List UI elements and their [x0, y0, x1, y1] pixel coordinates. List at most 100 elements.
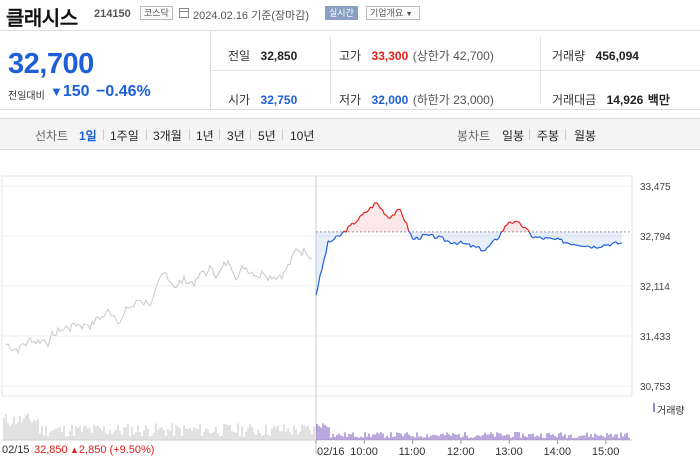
- price-line-segment: [401, 215, 406, 222]
- price-line-segment: [377, 204, 381, 209]
- price-line-segment: [617, 242, 621, 245]
- price-area-segment: [599, 231, 602, 248]
- price-area-segment: [537, 231, 540, 238]
- price-line-segment: [577, 244, 580, 247]
- stat-value: 33,300: [371, 49, 409, 63]
- price-line-segment: [555, 237, 558, 241]
- stat-trade-value: 거래대금 14,926 백만: [552, 91, 670, 109]
- realtime-button[interactable]: 실시간: [325, 6, 358, 20]
- price-chart[interactable]: 33,475 32,794 32,114 31,433 30,753 02/16 10:00…: [0, 150, 700, 460]
- tab-3y[interactable]: 3년: [227, 129, 245, 143]
- price-area-segment: [470, 231, 473, 248]
- x-tick-label: 11:00: [399, 446, 426, 458]
- price-line-segment: [341, 230, 345, 234]
- price-area-segment: [446, 231, 449, 242]
- price-line-segment: [490, 240, 494, 244]
- price-line-segment: [492, 238, 496, 242]
- chevron-down-icon: ▼: [405, 11, 413, 18]
- price-line-segment: [456, 242, 460, 246]
- price-area-segment: [348, 225, 351, 232]
- price-area-segment: [607, 231, 610, 247]
- price-area-segment: [338, 231, 341, 237]
- price-line-segment: [440, 235, 444, 238]
- price-line-segment: [436, 235, 440, 239]
- line-chart-label: 선차트: [35, 129, 69, 143]
- price-line-segment: [345, 226, 349, 233]
- price-area-segment: [390, 214, 393, 232]
- price-area-segment: [505, 224, 508, 232]
- price-area-segment: [535, 231, 538, 238]
- price-area-segment: [481, 231, 484, 251]
- x-tick-label: 14:00: [544, 446, 572, 458]
- price-line-segment: [476, 245, 480, 248]
- tab-divider: [189, 129, 190, 140]
- price-area-segment: [553, 231, 556, 240]
- price-line-segment: [524, 227, 528, 230]
- tab-daily-candle[interactable]: 일봉: [502, 129, 525, 143]
- x-tick-label: 13:00: [495, 446, 523, 458]
- price-line-segment: [611, 241, 615, 245]
- price-line-segment: [371, 203, 375, 209]
- tab-1d[interactable]: 1일: [79, 129, 97, 143]
- price-area-segment: [456, 231, 459, 245]
- tab-3m[interactable]: 3개월: [153, 129, 182, 143]
- price-line-segment: [355, 219, 359, 223]
- price-line-segment: [454, 242, 458, 245]
- upper-limit: (상한가 42,700): [412, 49, 494, 63]
- price-line-segment: [484, 247, 488, 251]
- price-line-segment: [508, 221, 512, 224]
- price-line-segment: [520, 225, 524, 229]
- price-area-segment: [601, 231, 604, 248]
- price-area-segment: [619, 231, 622, 244]
- price-line-segment: [528, 231, 532, 237]
- price-line-segment: [498, 231, 502, 238]
- price-area-segment: [581, 231, 584, 247]
- price-area-segment: [418, 231, 421, 240]
- price-line-segment: [384, 213, 387, 216]
- price-line-segment: [396, 208, 399, 211]
- stat-value: 32,000: [371, 93, 409, 107]
- stat-low: 저가 32,000 (하한가 23,000): [339, 91, 494, 109]
- price-area-segment: [511, 222, 514, 232]
- price-area-segment: [489, 231, 492, 247]
- price-line-segment: [603, 244, 607, 247]
- price-line-segment: [585, 245, 588, 248]
- price-area-segment: [464, 231, 467, 245]
- company-info-dropdown[interactable]: 기업개요 ▼: [366, 6, 420, 20]
- stat-unit: 백만: [647, 93, 670, 107]
- price-area-segment: [450, 231, 453, 244]
- price-line-segment: [399, 209, 404, 217]
- price-line-segment: [549, 237, 552, 240]
- price-line-segment: [533, 236, 536, 239]
- price-line-segment: [551, 237, 554, 240]
- tab-10y[interactable]: 10년: [290, 129, 315, 143]
- up-triangle-icon: ▲: [70, 445, 79, 455]
- tab-1y[interactable]: 1년: [196, 129, 214, 143]
- tab-1w[interactable]: 1주일: [110, 129, 139, 143]
- price-area-segment: [444, 231, 447, 242]
- tab-monthly-candle[interactable]: 월봉: [574, 129, 597, 143]
- x-tick-label: 02/16: [317, 446, 345, 458]
- tab-weekly-candle[interactable]: 주봉: [537, 129, 560, 143]
- price-area-segment: [475, 231, 478, 248]
- price-area-segment: [519, 222, 522, 232]
- price-line-segment: [563, 241, 566, 244]
- price-area-segment: [615, 231, 618, 245]
- price-area-segment: [376, 202, 379, 232]
- price-line-segment: [381, 209, 385, 215]
- change-value: ▼150: [50, 83, 90, 101]
- price-line-segment: [323, 252, 327, 260]
- price-area-segment: [356, 219, 359, 232]
- price-area-segment: [551, 231, 554, 239]
- price-area-segment: [579, 231, 582, 247]
- price-area-segment: [513, 221, 516, 232]
- tab-5y[interactable]: 5년: [258, 129, 276, 143]
- price-line-segment: [478, 246, 482, 252]
- price-area-segment: [416, 231, 419, 240]
- price-area-segment: [378, 204, 381, 232]
- price-area-segment: [336, 231, 339, 237]
- price-area-segment: [567, 231, 570, 244]
- price-line-segment: [518, 221, 522, 226]
- stats-panel: [210, 30, 700, 110]
- price-line-segment: [494, 238, 498, 241]
